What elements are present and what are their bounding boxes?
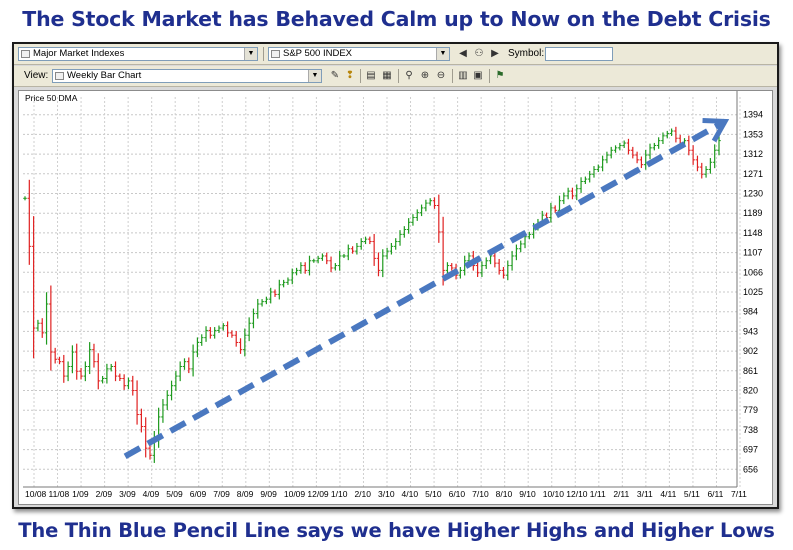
chevron-down-icon[interactable]: ▼ xyxy=(436,48,449,60)
view-select[interactable]: Weekly Bar Chart ▼ xyxy=(52,69,322,83)
pencil-icon[interactable]: ✎ xyxy=(330,70,340,81)
x-tick-label: 8/09 xyxy=(237,489,254,499)
toolbar-divider xyxy=(489,69,490,83)
x-tick-label: 10/10 xyxy=(543,489,565,499)
toolbar-divider xyxy=(398,69,399,83)
chevron-down-icon[interactable]: ▼ xyxy=(308,70,321,82)
x-tick-label: 3/11 xyxy=(637,489,653,499)
toolbar-divider xyxy=(263,47,264,61)
y-tick-label: 1271 xyxy=(743,169,763,179)
y-tick-label: 943 xyxy=(743,326,758,336)
y-tick-label: 902 xyxy=(743,346,758,356)
y-tick-label: 1189 xyxy=(743,208,762,218)
view-label: View: xyxy=(24,70,49,81)
x-tick-label: 10/09 xyxy=(284,489,306,499)
x-tick-label: 12/10 xyxy=(566,489,588,499)
y-tick-label: 1107 xyxy=(743,248,762,258)
y-tick-label: 1148 xyxy=(743,228,762,238)
x-tick-label: 9/09 xyxy=(260,489,277,499)
y-tick-label: 820 xyxy=(743,386,758,396)
x-tick-label: 9/10 xyxy=(519,489,536,499)
y-tick-label: 984 xyxy=(743,307,758,317)
trend-line-arrowhead xyxy=(702,118,730,143)
y-tick-label: 1025 xyxy=(743,287,763,297)
x-tick-label: 10/08 xyxy=(25,489,47,499)
y-tick-label: 861 xyxy=(743,366,758,376)
x-tick-label: 1/11 xyxy=(590,489,606,499)
headline-title: The Stock Market has Behaved Calm up to … xyxy=(22,7,771,31)
x-tick-label: 5/10 xyxy=(425,489,442,499)
x-tick-label: 1/09 xyxy=(72,489,89,499)
y-tick-label: 738 xyxy=(743,425,758,435)
chart-window: Major Market Indexes ▼ S&P 500 INDEX ▼ ◀… xyxy=(12,42,779,509)
zoom-out-icon[interactable]: ⊖ xyxy=(436,70,446,81)
view-toolbar: View: Weekly Bar Chart ▼ ✎ ❢ ▤ ▦ ⚲ ⊕ ⊖ ▥… xyxy=(14,66,777,87)
chart-icon xyxy=(271,50,280,58)
y-tick-label: 1312 xyxy=(743,149,763,159)
x-tick-label: 2/11 xyxy=(613,489,629,499)
list-select-value: Major Market Indexes xyxy=(33,48,125,59)
x-tick-label: 2/10 xyxy=(354,489,371,499)
x-tick-label: 11/08 xyxy=(49,489,70,499)
symbol-label: Symbol: xyxy=(508,48,545,59)
x-tick-label: 2/09 xyxy=(96,489,113,499)
x-tick-label: 1/10 xyxy=(331,489,348,499)
toolbar-divider xyxy=(452,69,453,83)
x-tick-label: 5/11 xyxy=(684,489,700,499)
list-select[interactable]: Major Market Indexes ▼ xyxy=(18,47,258,61)
x-tick-label: 5/09 xyxy=(166,489,183,499)
x-tick-label: 8/10 xyxy=(496,489,513,499)
symbol-select-value: S&P 500 INDEX xyxy=(283,48,353,59)
y-tick-label: 656 xyxy=(743,464,758,474)
annotate-icon[interactable]: ⚑ xyxy=(495,70,505,81)
binoculars-icon[interactable]: ⚇ xyxy=(474,48,484,59)
x-tick-label: 7/11 xyxy=(731,489,747,499)
x-tick-label: 6/11 xyxy=(707,489,723,499)
toolbar-divider xyxy=(360,69,361,83)
price-chart: 1394 1353 1312 1271 1230 1189 1148 1107 1066 1025… xyxy=(23,91,763,499)
open-chart-icon[interactable]: ▤ xyxy=(366,70,376,81)
chevron-left-icon[interactable]: ◀ xyxy=(459,48,467,59)
y-tick-label: 1394 xyxy=(743,110,763,120)
list-icon xyxy=(21,50,30,58)
trend-line xyxy=(123,118,727,459)
x-tick-label: 7/10 xyxy=(472,489,489,499)
symbol-input[interactable] xyxy=(545,47,613,61)
headline-caption: The Thin Blue Pencil Line says we have H… xyxy=(18,519,775,542)
chart-legend: Price 50 DMA xyxy=(25,93,78,103)
x-tick-label: 4/09 xyxy=(143,489,160,499)
x-tick-label: 6/10 xyxy=(449,489,466,499)
chart-plot-area: 1394 1353 1312 1271 1230 1189 1148 1107 1066 1025… xyxy=(18,90,773,505)
chevron-right-icon[interactable]: ▶ xyxy=(491,48,499,59)
top-toolbar: Major Market Indexes ▼ S&P 500 INDEX ▼ ◀… xyxy=(14,44,777,65)
x-tick-label: 12/09 xyxy=(307,489,329,499)
x-tick-label: 4/11 xyxy=(660,489,676,499)
zoom-in-icon[interactable]: ⊕ xyxy=(420,70,430,81)
view-select-value: Weekly Bar Chart xyxy=(67,70,142,81)
x-tick-label: 4/10 xyxy=(402,489,419,499)
y-tick-label: 697 xyxy=(743,445,758,455)
x-tick-label: 6/09 xyxy=(190,489,207,499)
properties-icon[interactable]: ▦ xyxy=(382,70,392,81)
x-tick-label: 3/10 xyxy=(378,489,395,499)
bar-chart-icon xyxy=(55,72,64,80)
x-tick-label: 3/09 xyxy=(119,489,136,499)
grid-icon[interactable]: ▥ xyxy=(458,70,468,81)
layout-icon[interactable]: ▣ xyxy=(473,70,483,81)
lightbulb-icon[interactable]: ❢ xyxy=(345,70,355,81)
y-tick-label: 1230 xyxy=(743,188,763,198)
y-tick-label: 1353 xyxy=(743,129,763,139)
x-tick-label: 7/09 xyxy=(213,489,230,499)
chevron-down-icon[interactable]: ▼ xyxy=(244,48,257,60)
symbol-select[interactable]: S&P 500 INDEX ▼ xyxy=(268,47,450,61)
y-tick-label: 1066 xyxy=(743,267,763,277)
y-tick-label: 779 xyxy=(743,405,758,415)
magnifier-icon[interactable]: ⚲ xyxy=(405,70,413,81)
